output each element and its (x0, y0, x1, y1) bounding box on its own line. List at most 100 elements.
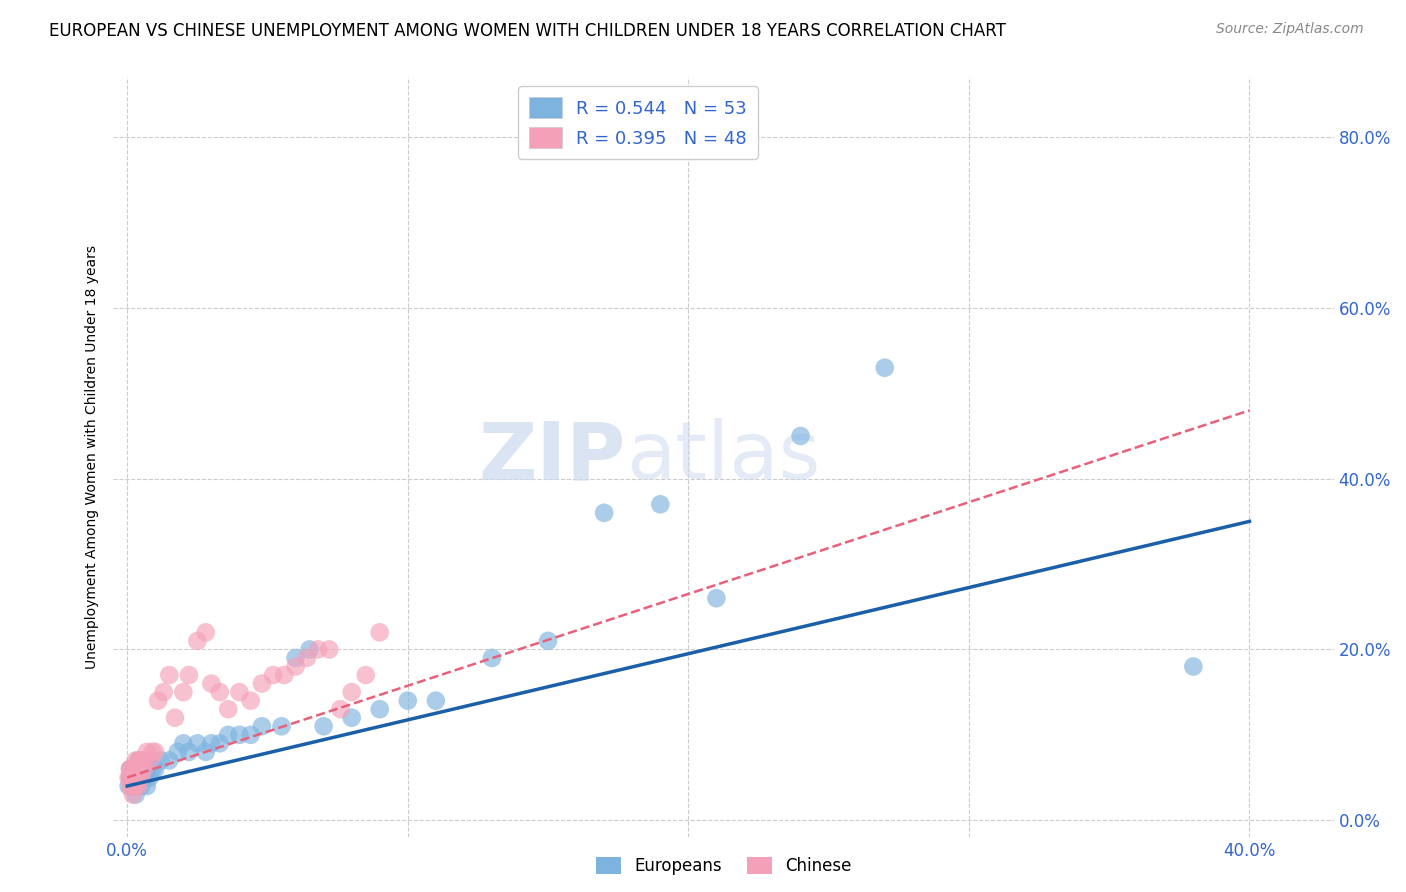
Point (129, 779, 152, 793)
Point (135, 762, 157, 776)
Point (124, 788, 146, 802)
Point (124, 771, 146, 785)
Text: ZIP: ZIP (478, 418, 626, 496)
Point (239, 728, 262, 742)
Point (127, 753, 149, 767)
Y-axis label: Unemployment Among Women with Children Under 18 years: Unemployment Among Women with Children U… (86, 245, 100, 669)
Point (129, 762, 152, 776)
Point (177, 668, 200, 682)
Point (194, 745, 217, 759)
Point (124, 762, 146, 776)
Point (307, 642, 329, 657)
Point (194, 625, 217, 640)
Point (295, 651, 318, 665)
Point (208, 685, 231, 699)
Point (138, 771, 160, 785)
Point (124, 762, 146, 776)
Point (129, 771, 152, 785)
Point (217, 728, 239, 742)
Point (329, 702, 352, 716)
Point (706, 591, 728, 606)
Point (129, 753, 152, 767)
Point (1182, 659, 1205, 673)
Point (228, 728, 250, 742)
Point (186, 736, 208, 750)
Point (118, 771, 141, 785)
Point (166, 745, 188, 759)
Point (127, 753, 149, 767)
Point (298, 642, 321, 657)
Point (284, 659, 307, 673)
Point (121, 779, 143, 793)
Point (340, 685, 363, 699)
Point (120, 762, 142, 776)
Point (172, 685, 194, 699)
Point (354, 668, 377, 682)
Point (789, 429, 811, 443)
Point (200, 676, 222, 690)
Point (262, 668, 284, 682)
Point (124, 779, 146, 793)
Point (172, 736, 194, 750)
Point (141, 762, 163, 776)
Point (141, 745, 163, 759)
Point (186, 633, 208, 648)
Point (312, 719, 335, 733)
Point (124, 771, 146, 785)
Point (138, 753, 160, 767)
Point (121, 762, 143, 776)
Point (650, 497, 672, 511)
Point (200, 736, 222, 750)
Point (396, 693, 419, 707)
Point (143, 745, 166, 759)
Point (127, 771, 149, 785)
Point (118, 762, 141, 776)
Point (284, 651, 307, 665)
Point (117, 779, 139, 793)
Point (121, 771, 143, 785)
Point (118, 762, 141, 776)
Point (239, 693, 262, 707)
Point (537, 633, 560, 648)
Point (177, 745, 200, 759)
Point (273, 668, 295, 682)
Point (121, 779, 143, 793)
Text: atlas: atlas (626, 418, 820, 496)
Point (118, 771, 141, 785)
Point (121, 762, 143, 776)
Point (132, 753, 155, 767)
Point (481, 651, 503, 665)
Point (124, 753, 146, 767)
Point (270, 719, 292, 733)
Point (121, 771, 143, 785)
Point (146, 693, 169, 707)
Point (318, 642, 340, 657)
Point (127, 779, 149, 793)
Point (117, 771, 139, 785)
Point (250, 719, 273, 733)
Point (127, 771, 149, 785)
Point (118, 779, 141, 793)
Text: EUROPEAN VS CHINESE UNEMPLOYMENT AMONG WOMEN WITH CHILDREN UNDER 18 YEARS CORREL: EUROPEAN VS CHINESE UNEMPLOYMENT AMONG W… (49, 22, 1007, 40)
Point (132, 771, 155, 785)
Legend: Europeans, Chinese: Europeans, Chinese (589, 851, 858, 882)
Text: Source: ZipAtlas.com: Source: ZipAtlas.com (1216, 22, 1364, 37)
Point (340, 711, 363, 725)
Point (135, 745, 157, 759)
Point (121, 788, 143, 802)
Point (127, 779, 149, 793)
Point (208, 736, 231, 750)
Point (129, 771, 152, 785)
Point (368, 702, 391, 716)
Point (228, 685, 250, 699)
Point (163, 711, 186, 725)
Point (132, 762, 155, 776)
Point (250, 676, 273, 690)
Point (132, 753, 155, 767)
Point (143, 762, 166, 776)
Point (149, 753, 172, 767)
Point (157, 668, 180, 682)
Point (152, 685, 174, 699)
Point (368, 625, 391, 640)
Point (135, 779, 157, 793)
